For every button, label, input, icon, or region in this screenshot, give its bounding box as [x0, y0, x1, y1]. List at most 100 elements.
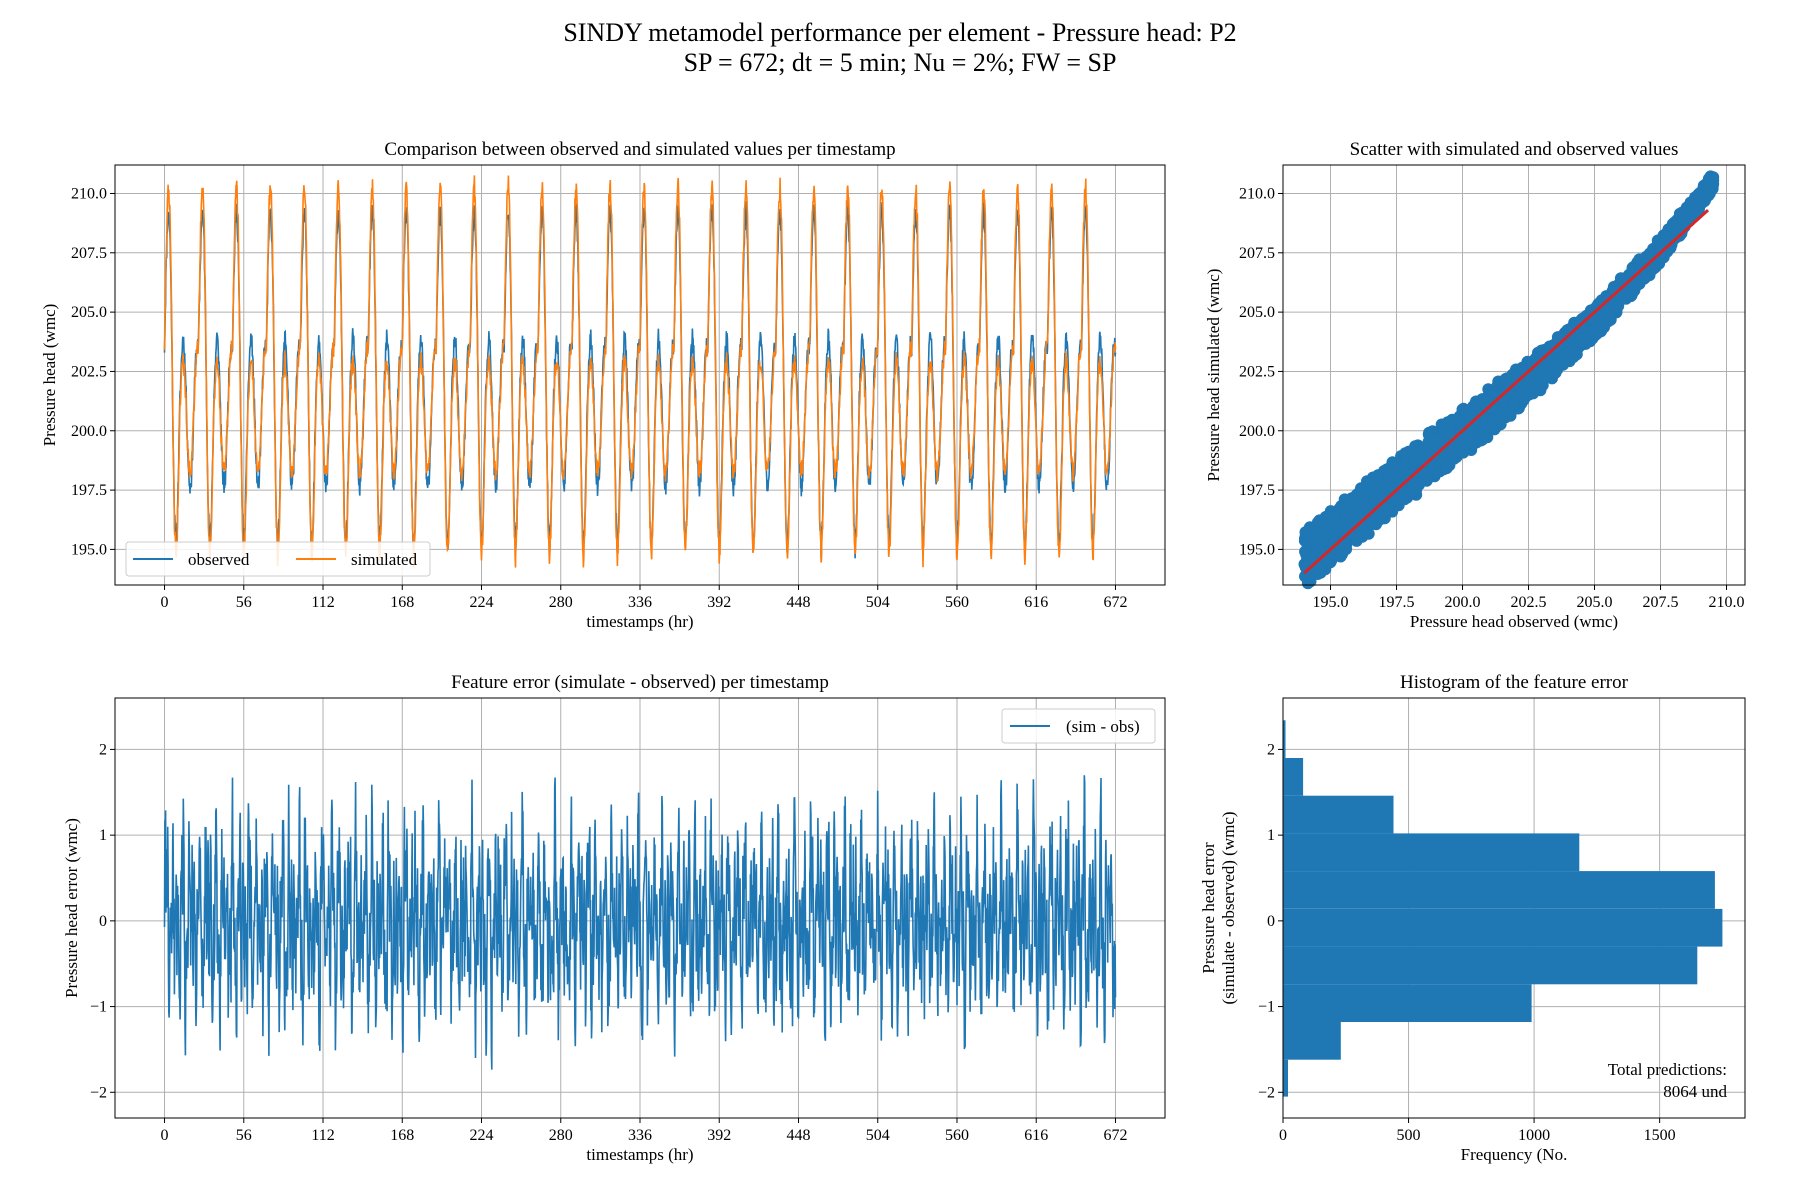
scatter-point [1507, 398, 1520, 411]
scatter-point [1576, 319, 1589, 332]
scatter-point [1703, 187, 1716, 200]
scatter-point [1459, 438, 1472, 451]
scatter-point [1565, 344, 1578, 357]
x-tick-label: 336 [628, 1127, 652, 1144]
x-tick-label: 224 [470, 1127, 494, 1144]
x-tick-label: 1000 [1518, 1127, 1550, 1144]
histogram-bar [1283, 908, 1723, 947]
y-tick-label: 1 [99, 827, 107, 844]
x-tick-label: 504 [866, 1127, 890, 1144]
y-axis-label-line-2: (simulate - observed) (wmc) [1219, 811, 1238, 1004]
histogram-bar [1283, 984, 1532, 1022]
scatter-point [1633, 253, 1646, 266]
error-series-line [163, 775, 1117, 1070]
y-tick-label: 202.5 [1239, 363, 1275, 380]
x-axis-label: Frequency (No. [1461, 1145, 1568, 1164]
scatter-point [1371, 469, 1384, 482]
y-axis-label: Pressure head simulated (wmc) [1204, 269, 1223, 482]
x-tick-label: 280 [549, 594, 573, 611]
x-tick-label: 0 [161, 1127, 169, 1144]
legend-label-observed: observed [188, 550, 250, 569]
scatter-point [1299, 526, 1312, 539]
scatter-point [1677, 213, 1690, 226]
x-tick-label: 560 [945, 1127, 969, 1144]
y-axis-label-line-1: Pressure head error [1199, 842, 1218, 974]
x-tick-label: 336 [628, 594, 652, 611]
y-tick-label: 195.0 [71, 541, 107, 558]
scatter-point [1518, 386, 1531, 399]
histogram-bar [1283, 720, 1286, 758]
scatter-point [1541, 365, 1554, 378]
x-axis-label: timestamps (hr) [586, 612, 693, 631]
histogram-panel: 0 500 1000 1500 −2 −1 0 1 2 Histogram of the feat… [1199, 672, 1746, 1164]
x-tick-label: 448 [786, 1127, 810, 1144]
scatter-point [1319, 528, 1332, 541]
histogram-bar [1283, 795, 1394, 834]
scatter-point [1366, 517, 1379, 530]
y-tick-label: 205.0 [71, 304, 107, 321]
y-tick-label: 200.0 [71, 423, 107, 440]
y-tick-label: 207.5 [1239, 245, 1275, 262]
annotation-total-line-1: Total predictions: [1608, 1060, 1727, 1079]
x-tick-label: 207.5 [1643, 594, 1679, 611]
x-tick-label: 616 [1024, 594, 1048, 611]
axes-frame [1282, 697, 1746, 1119]
scatter-point [1479, 394, 1492, 407]
y-tick-label: 2 [99, 741, 107, 758]
x-tick-label: 1500 [1644, 1127, 1676, 1144]
scatter-point [1551, 331, 1564, 344]
legend-box [1001, 708, 1156, 744]
legend: observed simulated [125, 541, 431, 577]
y-tick-label: −2 [90, 1084, 107, 1101]
histogram-bar [1283, 871, 1715, 909]
figure-title: SINDY metamodel performance per element … [0, 18, 1800, 78]
x-tick-label: 205.0 [1577, 594, 1613, 611]
x-tick-label: 0 [1279, 1127, 1287, 1144]
x-tick-label: 280 [549, 1127, 573, 1144]
scatter-point [1385, 475, 1398, 488]
y-axis-label: Pressure head error (simulate - observed)… [1199, 811, 1238, 1004]
y-tick-label: 210.0 [71, 185, 107, 202]
scatter-point [1493, 412, 1506, 425]
y-tick-label: 205.0 [1239, 304, 1275, 321]
axes-title: Histogram of the feature error [1400, 672, 1629, 693]
y-tick-label: −1 [1258, 999, 1275, 1016]
scatter-point [1436, 452, 1449, 464]
scatter-point [1429, 434, 1442, 447]
figure-title-line-1: SINDY metamodel performance per element … [563, 18, 1237, 47]
x-tick-label: 197.5 [1379, 594, 1415, 611]
y-tick-label: 0 [99, 913, 107, 930]
y-axis-label: Pressure head (wmc) [40, 304, 59, 447]
y-tick-label: 200.0 [1239, 423, 1275, 440]
x-axis-label: timestamps (hr) [586, 1145, 693, 1164]
scatter-point [1339, 513, 1352, 526]
y-tick-label: 1 [1267, 827, 1275, 844]
axes-title: Scatter with simulated and observed valu… [1350, 139, 1679, 160]
x-axis-label: Pressure head observed (wmc) [1410, 612, 1618, 631]
scatter-point [1409, 482, 1422, 495]
scatter-point [1470, 414, 1483, 427]
series-line-simulated [163, 175, 1117, 569]
scatter-point [1601, 305, 1614, 318]
scatter-point [1313, 514, 1326, 527]
scatter-point [1408, 454, 1421, 467]
x-tick-label: 56 [236, 594, 252, 611]
x-tick-label: 672 [1103, 594, 1127, 611]
timeseries-panel: 0 56 112 168 224 280 336 392 448 504 560 616 672 195.… [40, 139, 1166, 631]
y-tick-label: −2 [1258, 1084, 1275, 1101]
y-tick-label: 2 [1267, 741, 1275, 758]
x-tick-label: 202.5 [1511, 594, 1547, 611]
scatter-points [1298, 170, 1720, 590]
scatter-point [1525, 372, 1538, 385]
legend-label-simulated: simulated [351, 550, 418, 569]
x-tick-label: 500 [1397, 1127, 1421, 1144]
x-tick-label: 168 [390, 1127, 414, 1144]
x-tick-label: 448 [786, 594, 810, 611]
scatter-point [1315, 560, 1328, 573]
scatter-point [1384, 461, 1397, 474]
figure-title-line-2: SP = 672; dt = 5 min; Nu = 2%; FW = SP [683, 48, 1117, 77]
scatter-point [1576, 336, 1589, 348]
scatter-point [1686, 200, 1699, 213]
y-tick-label: 195.0 [1239, 541, 1275, 558]
